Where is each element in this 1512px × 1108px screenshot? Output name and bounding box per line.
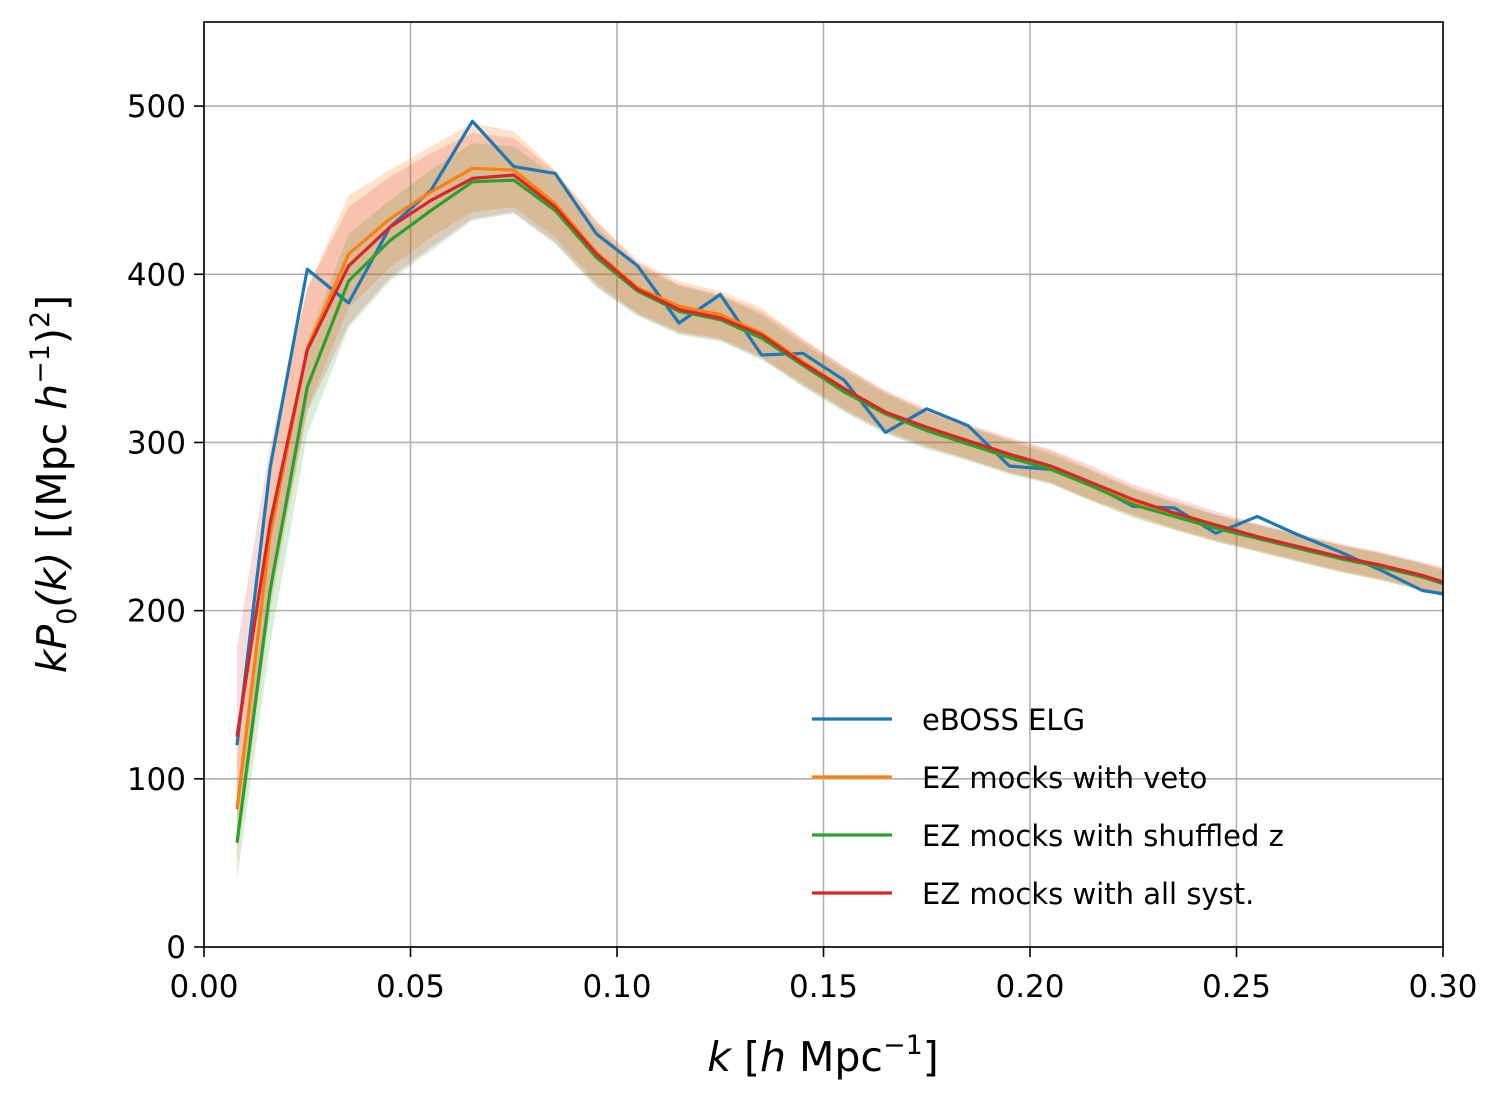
line-ez-mocks-with-all-syst — [235, 173, 1443, 738]
x-tick-label-4: 0.20 — [995, 969, 1064, 1005]
legend-label-eboss-elg: eBOSS ELG — [922, 703, 1085, 737]
y-tick-label-5: 500 — [127, 89, 186, 125]
band-all-syst — [237, 133, 1443, 821]
x-tick-label-6: 0.30 — [1408, 969, 1477, 1005]
series-lines — [235, 119, 1443, 843]
x-tick-label-3: 0.15 — [789, 969, 858, 1005]
legend-label-ez-veto: EZ mocks with veto — [922, 761, 1207, 795]
legend-label-ez-all-syst: EZ mocks with all syst. — [922, 877, 1254, 911]
x-tick-label-1: 0.05 — [376, 969, 445, 1005]
y-tick-label-3: 300 — [127, 425, 186, 461]
y-tick-label-1: 100 — [127, 762, 186, 798]
line-ez-mocks-with-shuffled-z — [235, 178, 1443, 843]
legend: eBOSS ELG EZ mocks with veto EZ mocks wi… — [812, 703, 1284, 911]
legend-entry-ez-shuffled: EZ mocks with shuffled z — [812, 819, 1284, 853]
axis-ticks: 0.00 0.05 0.10 0.15 0.20 0.25 0.30 0 100 200 300 40… — [127, 89, 1478, 1005]
x-tick-label-2: 0.10 — [582, 969, 651, 1005]
error-bands — [237, 122, 1443, 880]
band-veto — [237, 122, 1443, 860]
x-axis-label: k [h Mpc−1] — [707, 1030, 939, 1081]
legend-entry-ez-all-syst: EZ mocks with all syst. — [812, 877, 1254, 911]
y-tick-label-2: 200 — [127, 594, 186, 630]
legend-entry-eboss-elg: eBOSS ELG — [812, 703, 1085, 737]
legend-label-ez-shuffled: EZ mocks with shuffled z — [922, 819, 1284, 853]
band-shuffled-z — [237, 143, 1443, 880]
y-tick-label-4: 400 — [127, 257, 186, 293]
x-tick-label-0: 0.00 — [169, 969, 238, 1005]
y-tick-label-0: 0 — [166, 930, 186, 966]
x-tick-label-5: 0.25 — [1202, 969, 1271, 1005]
legend-entry-ez-veto: EZ mocks with veto — [812, 761, 1207, 795]
y-axis-label: kP0(k) [(Mpc h−1)2] — [25, 295, 83, 673]
